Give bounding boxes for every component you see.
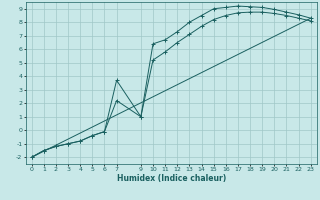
X-axis label: Humidex (Indice chaleur): Humidex (Indice chaleur) (116, 174, 226, 183)
